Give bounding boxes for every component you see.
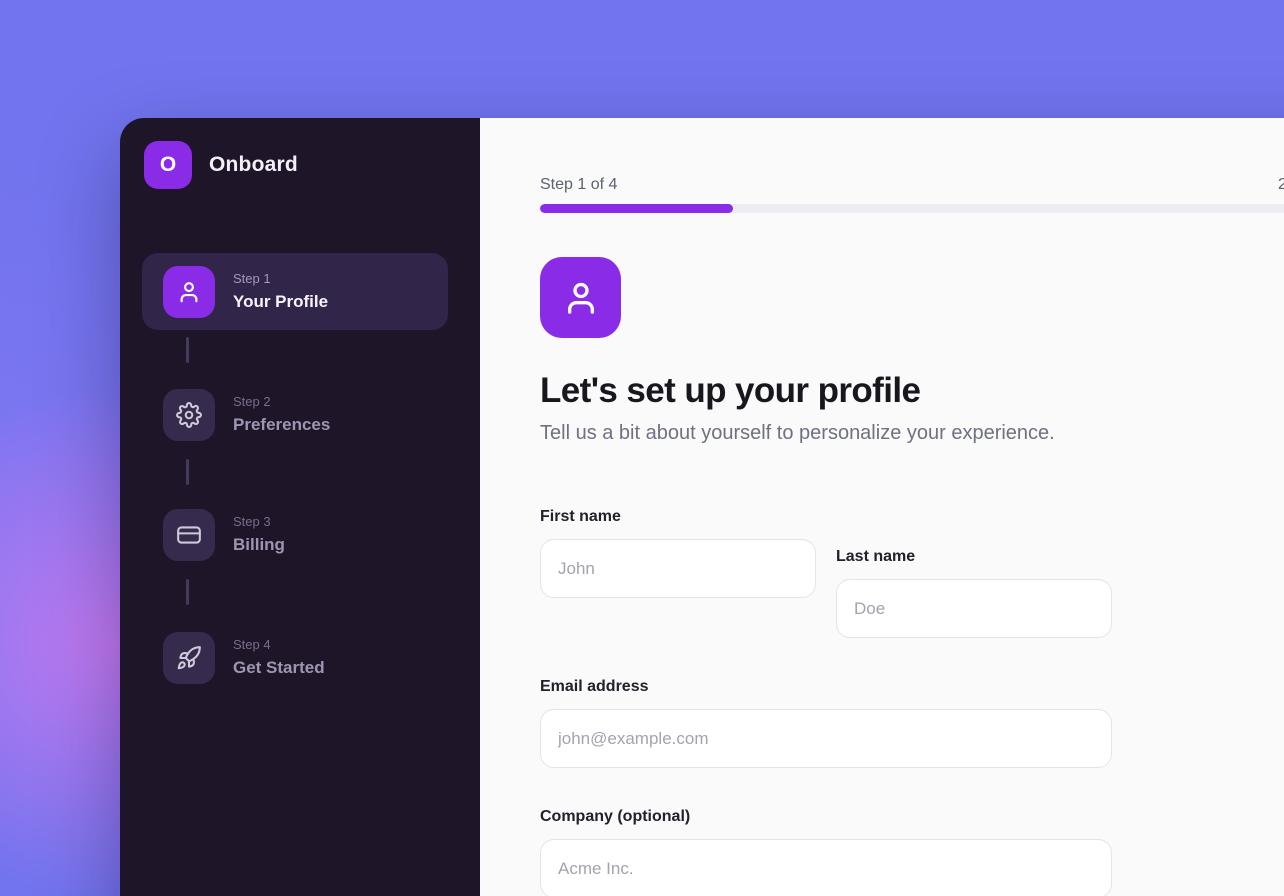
last-name-input[interactable]: [836, 579, 1112, 638]
sidebar: O Onboard Step 1 Your Profile Step 2: [120, 118, 480, 896]
gear-icon: [163, 388, 215, 441]
page-title: Let's set up your profile: [540, 371, 921, 410]
app-logo-letter: O: [159, 153, 177, 176]
app-logo: O: [144, 141, 192, 189]
company-label: Company (optional): [540, 808, 691, 825]
progress-percent-label: 25%: [1277, 176, 1284, 193]
email-input[interactable]: [540, 709, 1112, 768]
company-input[interactable]: [540, 839, 1112, 896]
progress-header: Step 1 of 4 25%: [540, 176, 1284, 194]
sidebar-item-your-profile[interactable]: Step 1 Your Profile: [142, 253, 448, 330]
email-field-group: Email address: [540, 678, 1112, 768]
step-kicker: Step 1: [233, 271, 271, 286]
step-text: Step 1 Your Profile: [233, 271, 328, 312]
rocket-icon: [163, 631, 215, 684]
step-text: Step 2 Preferences: [233, 394, 330, 435]
sidebar-item-get-started[interactable]: Step 4 Get Started: [142, 619, 448, 696]
profile-form: First name Last name Email address Compa…: [540, 508, 1112, 896]
user-icon: [540, 257, 621, 338]
step-title: Billing: [233, 535, 285, 554]
sidebar-item-billing[interactable]: Step 3 Billing: [142, 496, 448, 573]
step-title: Get Started: [233, 658, 325, 677]
step-connector: [186, 579, 189, 605]
sidebar-item-preferences[interactable]: Step 2 Preferences: [142, 376, 448, 453]
last-name-label: Last name: [836, 548, 916, 565]
name-fields-row: First name Last name: [540, 508, 1112, 638]
first-name-label: First name: [540, 508, 621, 525]
company-field-group: Company (optional): [540, 808, 1112, 896]
step-text: Step 4 Get Started: [233, 637, 325, 678]
app-title: Onboard: [209, 153, 298, 176]
page-subtitle: Tell us a bit about yourself to personal…: [540, 422, 1055, 444]
step-kicker: Step 3: [233, 514, 271, 529]
step-text: Step 3 Billing: [233, 514, 285, 555]
credit-card-icon: [163, 508, 215, 561]
step-connector: [186, 459, 189, 485]
onboarding-window: O Onboard Step 1 Your Profile Step 2: [120, 118, 1284, 896]
first-name-field-group: First name: [540, 508, 816, 638]
step-connector: [186, 337, 189, 363]
progress-bar: [540, 204, 1284, 213]
step-kicker: Step 2: [233, 394, 271, 409]
email-label: Email address: [540, 678, 649, 695]
last-name-field-group: Last name: [836, 548, 1112, 638]
brand: O Onboard: [120, 118, 480, 189]
progress-bar-fill: [540, 204, 733, 213]
progress-step-label: Step 1 of 4: [540, 176, 618, 193]
main-panel: Step 1 of 4 25% Let's set up your profil…: [480, 118, 1284, 896]
user-icon: [163, 265, 215, 318]
step-title: Your Profile: [233, 292, 329, 311]
first-name-input[interactable]: [540, 539, 816, 598]
step-title: Preferences: [233, 415, 331, 434]
step-kicker: Step 4: [233, 637, 271, 652]
